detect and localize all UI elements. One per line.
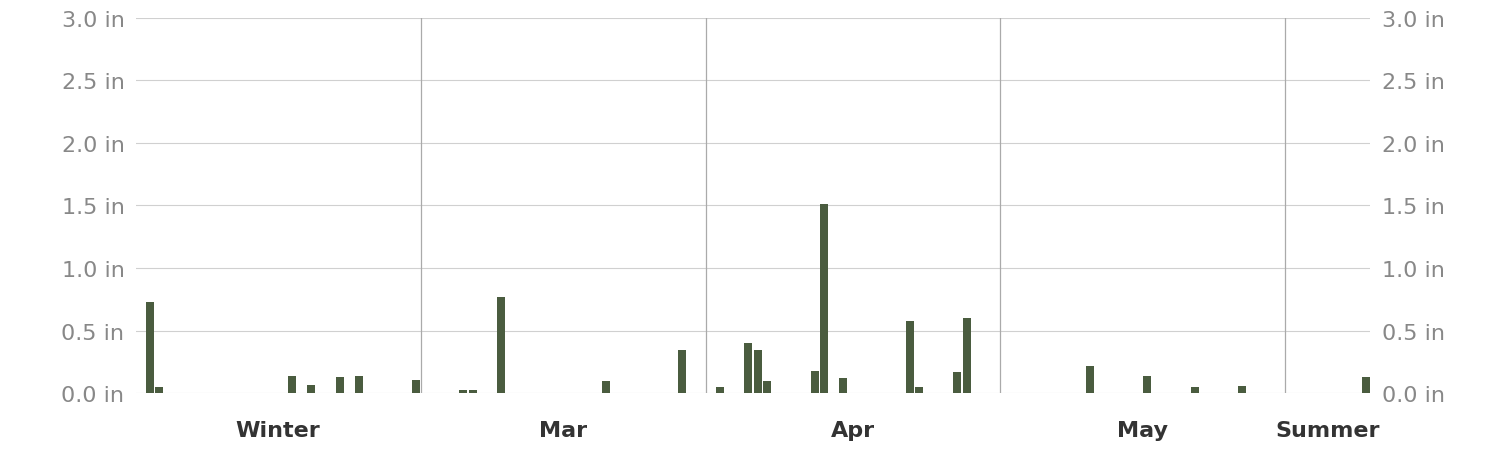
- Bar: [307, 385, 315, 394]
- Bar: [413, 380, 420, 394]
- Bar: [715, 387, 723, 394]
- Bar: [810, 371, 819, 394]
- Text: Mar: Mar: [539, 420, 587, 440]
- Bar: [916, 387, 923, 394]
- Bar: [336, 377, 343, 394]
- Bar: [907, 321, 914, 394]
- Bar: [755, 350, 762, 394]
- Bar: [468, 390, 476, 394]
- Bar: [744, 344, 751, 394]
- Bar: [1143, 376, 1151, 394]
- Bar: [764, 381, 771, 394]
- Bar: [146, 302, 154, 394]
- Text: Winter: Winter: [235, 420, 321, 440]
- Bar: [962, 319, 970, 394]
- Text: May: May: [1117, 420, 1169, 440]
- Bar: [1191, 387, 1199, 394]
- Bar: [953, 372, 961, 394]
- Bar: [839, 379, 846, 394]
- Bar: [459, 390, 467, 394]
- Bar: [155, 387, 163, 394]
- Bar: [821, 205, 828, 394]
- Bar: [602, 381, 610, 394]
- Bar: [1238, 386, 1245, 394]
- Bar: [355, 376, 363, 394]
- Bar: [497, 297, 505, 394]
- Bar: [678, 350, 685, 394]
- Text: Apr: Apr: [831, 420, 875, 440]
- Bar: [1086, 366, 1093, 394]
- Bar: [1361, 377, 1369, 394]
- Bar: [289, 376, 297, 394]
- Text: Summer: Summer: [1276, 420, 1379, 440]
